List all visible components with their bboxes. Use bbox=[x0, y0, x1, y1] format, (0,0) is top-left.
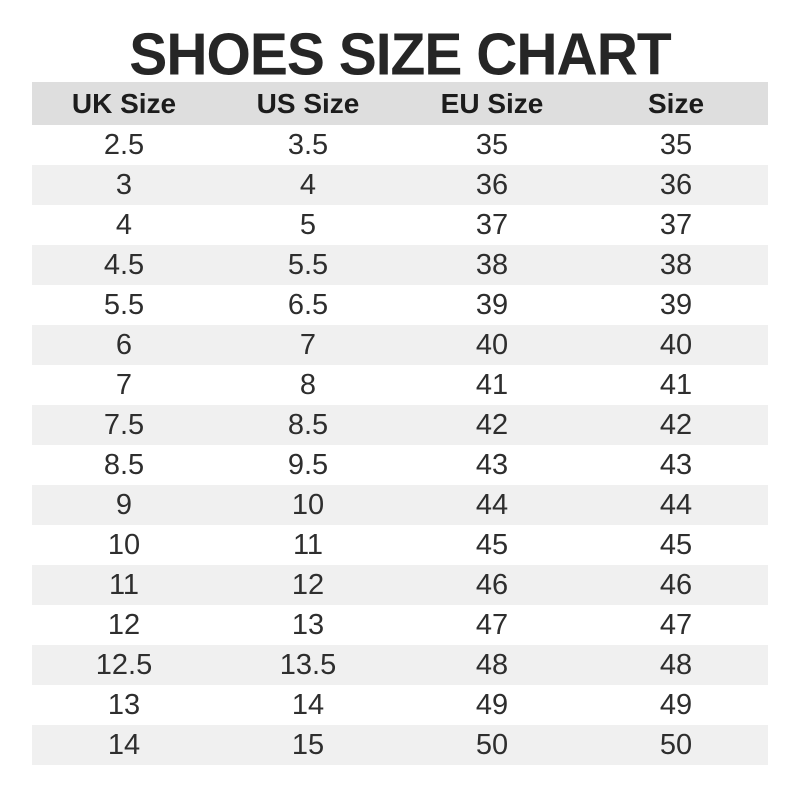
table-row: 4 5 37 37 bbox=[32, 205, 768, 245]
table-row: 10 11 45 45 bbox=[32, 525, 768, 565]
table-row: 2.5 3.5 35 35 bbox=[32, 125, 768, 165]
table-row: 13 14 49 49 bbox=[32, 685, 768, 725]
table-cell: 37 bbox=[659, 208, 693, 241]
table-cell: 4 bbox=[299, 168, 317, 201]
table-cell: 38 bbox=[659, 248, 693, 281]
table-cell: 39 bbox=[659, 288, 693, 321]
table-cell: 10 bbox=[291, 488, 325, 521]
column-header-eu-size: EU Size bbox=[400, 82, 584, 125]
table-cell: 6.5 bbox=[287, 288, 329, 321]
table-cell: 7 bbox=[299, 328, 317, 361]
table-cell: 40 bbox=[475, 328, 509, 361]
table-cell: 49 bbox=[659, 688, 693, 721]
table-header-row: UK Size US Size EU Size Size bbox=[32, 82, 768, 125]
table-cell: 41 bbox=[475, 368, 509, 401]
table-cell: 12.5 bbox=[95, 648, 153, 681]
table-cell: 36 bbox=[475, 168, 509, 201]
table-row: 6 7 40 40 bbox=[32, 325, 768, 365]
table-cell: 45 bbox=[659, 528, 693, 561]
table-cell: 9.5 bbox=[287, 448, 329, 481]
table-cell: 48 bbox=[475, 648, 509, 681]
table-cell: 4 bbox=[115, 208, 133, 241]
table-cell: 46 bbox=[475, 568, 509, 601]
column-header-uk-size: UK Size bbox=[32, 82, 216, 125]
table-cell: 5.5 bbox=[287, 248, 329, 281]
table-row: 8.5 9.5 43 43 bbox=[32, 445, 768, 485]
table-row: 7.5 8.5 42 42 bbox=[32, 405, 768, 445]
table-cell: 9 bbox=[115, 488, 133, 521]
table-row: 4.5 5.5 38 38 bbox=[32, 245, 768, 285]
table-row: 5.5 6.5 39 39 bbox=[32, 285, 768, 325]
table-cell: 45 bbox=[475, 528, 509, 561]
table-cell: 2.5 bbox=[103, 128, 145, 161]
table-cell: 43 bbox=[475, 448, 509, 481]
table-cell: 37 bbox=[475, 208, 509, 241]
table-cell: 35 bbox=[475, 128, 509, 161]
table-cell: 47 bbox=[659, 608, 693, 641]
table-row: 14 15 50 50 bbox=[32, 725, 768, 765]
table-row: 11 12 46 46 bbox=[32, 565, 768, 605]
table-row: 3 4 36 36 bbox=[32, 165, 768, 205]
table-cell: 3.5 bbox=[287, 128, 329, 161]
table-cell: 36 bbox=[659, 168, 693, 201]
table-cell: 12 bbox=[291, 568, 325, 601]
table-cell: 14 bbox=[291, 688, 325, 721]
table-cell: 8.5 bbox=[287, 408, 329, 441]
table-cell: 8.5 bbox=[103, 448, 145, 481]
table-cell: 5.5 bbox=[103, 288, 145, 321]
table-cell: 38 bbox=[475, 248, 509, 281]
table-cell: 48 bbox=[659, 648, 693, 681]
table-cell: 12 bbox=[107, 608, 141, 641]
page-title: SHOES SIZE CHART bbox=[129, 21, 671, 88]
table-cell: 8 bbox=[299, 368, 317, 401]
table-cell: 14 bbox=[107, 728, 141, 761]
table-cell: 40 bbox=[659, 328, 693, 361]
table-cell: 6 bbox=[115, 328, 133, 361]
table-cell: 7.5 bbox=[103, 408, 145, 441]
table-cell: 4.5 bbox=[103, 248, 145, 281]
table-cell: 13.5 bbox=[279, 648, 337, 681]
table-cell: 47 bbox=[475, 608, 509, 641]
table-cell: 39 bbox=[475, 288, 509, 321]
table-cell: 50 bbox=[659, 728, 693, 761]
table-row: 9 10 44 44 bbox=[32, 485, 768, 525]
table-row: 12.5 13.5 48 48 bbox=[32, 645, 768, 685]
column-header-us-size: US Size bbox=[216, 82, 400, 125]
table-cell: 35 bbox=[659, 128, 693, 161]
table-cell: 3 bbox=[115, 168, 133, 201]
table-cell: 7 bbox=[115, 368, 133, 401]
table-cell: 10 bbox=[107, 528, 141, 561]
table-cell: 11 bbox=[108, 568, 140, 601]
table-cell: 46 bbox=[659, 568, 693, 601]
table-row: 7 8 41 41 bbox=[32, 365, 768, 405]
table-cell: 43 bbox=[659, 448, 693, 481]
table-cell: 42 bbox=[475, 408, 509, 441]
table-cell: 13 bbox=[291, 608, 325, 641]
table-cell: 44 bbox=[475, 488, 509, 521]
size-chart-table: UK Size US Size EU Size Size 2.5 3.5 35 35 3 4 36… bbox=[32, 82, 768, 765]
table-cell: 42 bbox=[659, 408, 693, 441]
table-row: 12 13 47 47 bbox=[32, 605, 768, 645]
table-cell: 5 bbox=[299, 208, 317, 241]
column-header-size: Size bbox=[584, 82, 768, 125]
table-cell: 49 bbox=[475, 688, 509, 721]
table-cell: 44 bbox=[659, 488, 693, 521]
table-header: UK Size US Size EU Size Size bbox=[32, 82, 768, 125]
table-cell: 15 bbox=[291, 728, 325, 761]
table-cell: 50 bbox=[475, 728, 509, 761]
table-body: 2.5 3.5 35 35 3 4 36 36 4 5 37 37 4.5 5.5 38 38 5.5 6.5 39… bbox=[32, 125, 768, 765]
table-cell: 41 bbox=[659, 368, 693, 401]
table-cell: 11 bbox=[292, 528, 324, 561]
table-cell: 13 bbox=[107, 688, 141, 721]
